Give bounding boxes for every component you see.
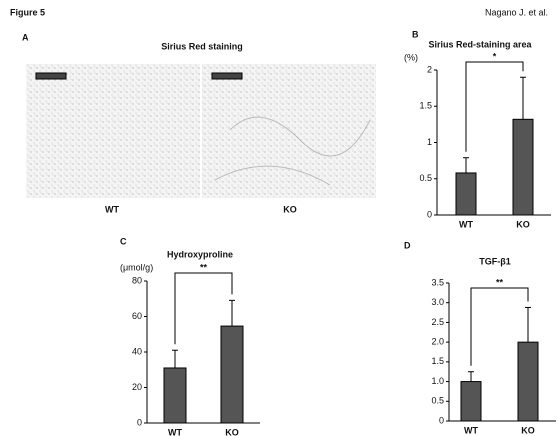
panel-letter: B: [412, 29, 419, 39]
micrograph: [26, 64, 200, 198]
author: Nagano J. et al.: [485, 7, 548, 17]
image-label: WT: [105, 204, 119, 214]
bar: [518, 342, 538, 421]
y-tick-label: 80: [132, 275, 142, 285]
y-tick-label: 0: [137, 417, 142, 427]
bar: [456, 173, 476, 215]
panel-letter: C: [120, 236, 127, 246]
figure-label: Figure 5: [10, 7, 45, 17]
x-tick-label: WT: [464, 425, 478, 435]
y-tick-label: 3.5: [431, 277, 444, 287]
figure: Figure 5 Nagano J. et al. A Sirius Red s…: [0, 0, 558, 436]
significance: *: [493, 51, 497, 61]
chart-title: Sirius Red-staining area: [428, 39, 532, 49]
x-tick-label: KO: [516, 219, 530, 229]
significance: **: [200, 262, 208, 272]
y-tick-label: 0.5: [419, 173, 432, 183]
y-tick-label: 1.0: [431, 376, 444, 386]
chart-title: Hydroxyproline: [167, 249, 233, 259]
y-tick-label: 0.5: [431, 396, 444, 406]
y-tick-label: 2.0: [431, 337, 444, 347]
bar: [513, 119, 533, 215]
image-label: KO: [283, 204, 297, 214]
chart-title: TGF-β1: [479, 256, 511, 266]
significance: **: [496, 277, 504, 287]
y-tick-label: 1.5: [419, 101, 432, 111]
y-tick-label: 2: [427, 64, 432, 74]
bar: [221, 326, 243, 423]
y-tick-label: 0: [439, 415, 444, 425]
x-tick-label: WT: [459, 219, 473, 229]
x-tick-label: WT: [168, 427, 182, 436]
y-unit: (μmol/g): [120, 262, 153, 272]
y-tick-label: 2.5: [431, 317, 444, 327]
scale-bar: [36, 73, 66, 79]
bar: [164, 368, 186, 423]
x-tick-label: KO: [521, 425, 535, 435]
bar: [461, 382, 481, 421]
x-tick-label: KO: [225, 427, 239, 436]
scale-bar: [212, 73, 242, 79]
y-unit: (%): [404, 52, 418, 62]
panel-letter: A: [22, 32, 29, 42]
micrograph: [202, 64, 376, 198]
y-tick-label: 1: [427, 137, 432, 147]
y-tick-label: 1.5: [431, 356, 444, 366]
y-tick-label: 0: [427, 209, 432, 219]
y-tick-label: 40: [132, 346, 142, 356]
y-tick-label: 20: [132, 382, 142, 392]
y-tick-label: 3.0: [431, 297, 444, 307]
panel-title: Sirius Red staining: [161, 41, 243, 51]
panel-letter: D: [404, 240, 411, 250]
y-tick-label: 60: [132, 311, 142, 321]
